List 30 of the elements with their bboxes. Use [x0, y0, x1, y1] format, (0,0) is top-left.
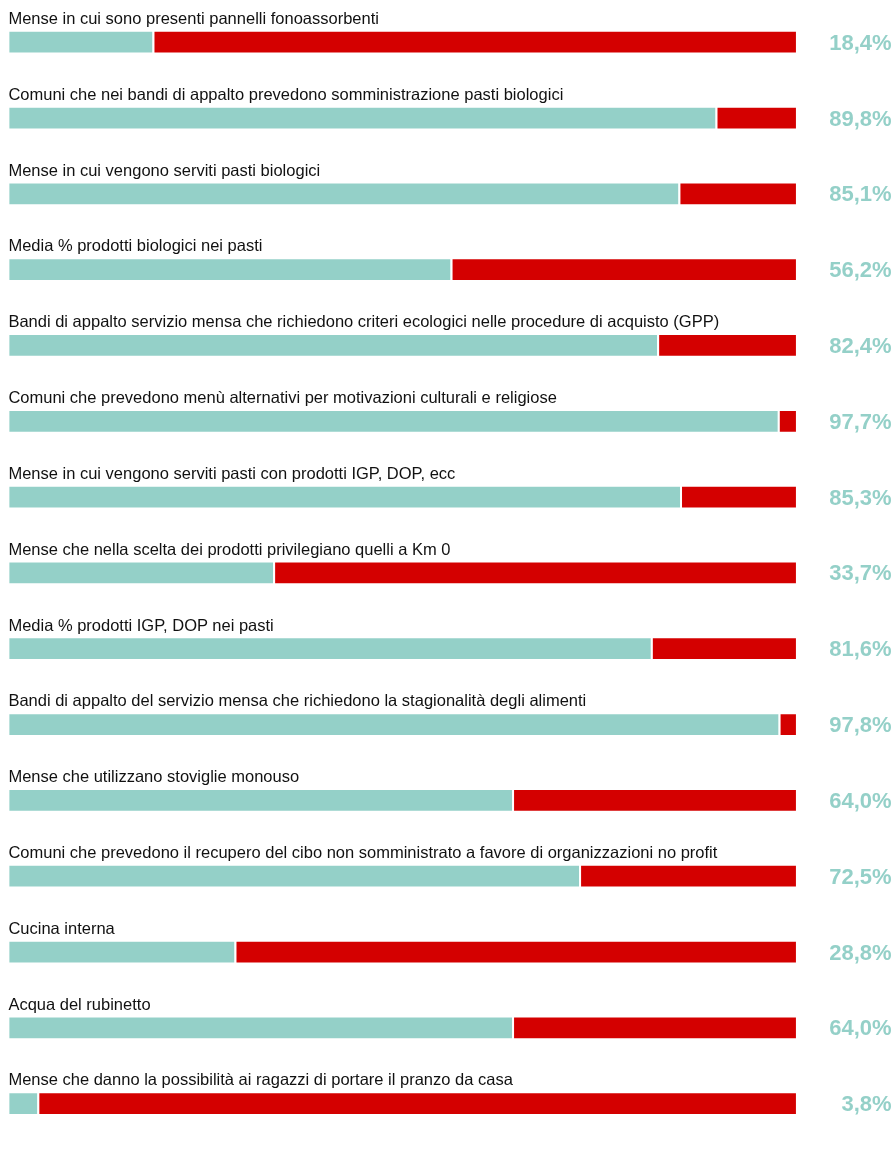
data-label: 28,8% [829, 939, 892, 965]
y-tick-label: Mense in cui vengono serviti pasti biologici [8, 160, 321, 179]
data-label: 97,8% [829, 712, 892, 738]
data-label: 81,6% [829, 636, 892, 662]
y-tick-label: Media % prodotti biologici nei pasti [8, 236, 263, 255]
data-label: 89,8% [829, 105, 892, 131]
y-tick-label: Acqua del rubinetto [8, 994, 151, 1013]
data-label: 3,8% [841, 1091, 892, 1117]
y-tick-label: Mense in cui sono presenti pannelli fonoassorbenti [8, 9, 379, 28]
data-label: 64,0% [829, 1015, 892, 1041]
data-label: 72,5% [829, 863, 892, 889]
y-tick-label: Comuni che prevedono il recupero del cibo non somministrato a favore di organizzazioni no profit [8, 843, 718, 862]
y-tick-label: Bandi di appalto servizio mensa che richiedono criteri ecologici nelle procedure di acquisto (GPP) [8, 312, 720, 331]
y-tick-label: Mense in cui vengono serviti pasti con prodotti IGP, DOP, ecc [8, 463, 456, 482]
y-tick-label: Cucina interna [8, 918, 116, 937]
y-tick-label: Mense che nella scelta dei prodotti privilegiano quelli a Km 0 [8, 539, 451, 558]
data-label: 56,2% [829, 257, 892, 283]
data-label: 64,0% [829, 787, 892, 813]
data-label: 82,4% [829, 332, 892, 358]
y-tick-label: Media % prodotti IGP, DOP nei pasti [8, 615, 274, 634]
y-tick-label: Bandi di appalto del servizio mensa che richiedono la stagionalità degli alimenti [8, 691, 587, 710]
data-label: 33,7% [829, 560, 892, 586]
y-tick-label: Comuni che nei bandi di appalto prevedono somministrazione pasti biologici [8, 84, 564, 103]
data-label: 85,1% [829, 181, 892, 207]
y-tick-label: Mense che utilizzano stoviglie monouso [8, 767, 300, 786]
data-label: 97,7% [829, 408, 892, 434]
data-label: 18,4% [829, 29, 892, 55]
data-label: 85,3% [829, 484, 892, 510]
y-tick-label: Mense che danno la possibilità ai ragazzi di portare il pranzo da casa [8, 1070, 514, 1089]
y-tick-label: Comuni che prevedono menù alternativi per motivazioni culturali e religiose [8, 388, 557, 407]
